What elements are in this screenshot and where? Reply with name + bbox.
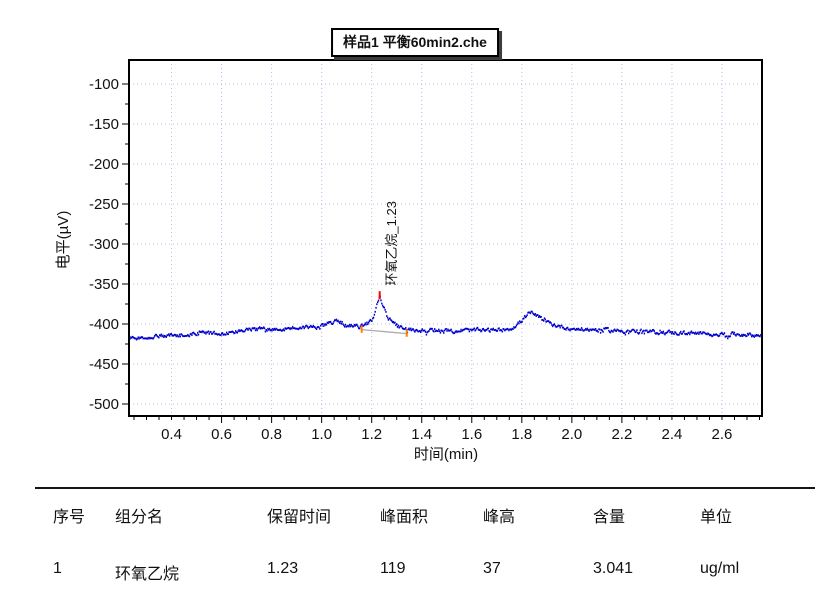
col-header-peak-height: 峰高 — [483, 509, 516, 526]
row-index: 1 — [53, 560, 62, 577]
row-unit: ug/ml — [700, 560, 740, 577]
row-retention-time: 1.23 — [267, 560, 299, 577]
col-header-retention-time: 保留时间 — [267, 509, 332, 526]
svg-text:2.2: 2.2 — [611, 426, 632, 443]
col-header-peak-area: 峰面积 — [380, 509, 429, 526]
svg-text:-150: -150 — [89, 116, 119, 133]
row-peak-area: 119 — [380, 560, 406, 577]
svg-text:-300: -300 — [89, 236, 119, 253]
svg-text:1.4: 1.4 — [411, 426, 432, 443]
svg-text:2.6: 2.6 — [712, 426, 733, 443]
svg-text:1.6: 1.6 — [461, 426, 482, 443]
row-peak-height: 37 — [483, 560, 501, 577]
svg-text:1.8: 1.8 — [511, 426, 532, 443]
peak-label: 环氧乙烷_1.23 — [384, 201, 399, 286]
svg-text:-400: -400 — [89, 316, 119, 333]
svg-text:0.4: 0.4 — [161, 426, 182, 443]
peak-annotations: 环氧乙烷_1.23 — [360, 201, 408, 337]
row-content: 3.041 — [593, 560, 634, 577]
y-axis-title: 电平(µV) — [55, 211, 72, 270]
results-table: 序号 组分名 保留时间 峰面积 峰高 含量 单位 1 环氧乙烷 1.23 119… — [53, 496, 816, 584]
sample-title: 样品1 平衡60min2.che — [343, 34, 487, 50]
tick-labels: 0.4 0.6 0.8 1.0 1.2 1.4 1.6 1.8 2.0 2.2 2.4 2.6 -500… — [89, 76, 732, 443]
svg-text:0.6: 0.6 — [211, 426, 232, 443]
col-header-component: 组分名 — [115, 509, 164, 526]
x-axis-title: 时间(min) — [414, 446, 478, 463]
svg-text:1.0: 1.0 — [311, 426, 332, 443]
svg-text:1.2: 1.2 — [361, 426, 382, 443]
trace-dots — [129, 295, 762, 341]
axis-frame-and-ticks — [122, 59, 763, 423]
svg-text:-500: -500 — [89, 396, 119, 413]
svg-text:2.0: 2.0 — [561, 426, 582, 443]
col-header-content: 含量 — [593, 509, 626, 526]
chromatogram-plot[interactable]: 环氧乙烷_1.23 0.4 0.6 0.8 1.0 1.2 1.4 1.6 1.8 2.0 2.2… — [0, 0, 830, 480]
svg-text:-350: -350 — [89, 276, 119, 293]
svg-text:-250: -250 — [89, 196, 119, 213]
col-header-index: 序号 — [53, 509, 86, 526]
grid-lines — [129, 60, 762, 416]
results-table-top-rule — [35, 487, 815, 489]
svg-text:-100: -100 — [89, 76, 119, 93]
col-header-unit: 单位 — [700, 509, 733, 526]
row-component: 环氧乙烷 — [115, 566, 180, 583]
sample-title-box: 样品1 平衡60min2.che — [331, 28, 499, 57]
svg-text:2.4: 2.4 — [661, 426, 682, 443]
svg-text:0.8: 0.8 — [261, 426, 282, 443]
svg-text:-450: -450 — [89, 356, 119, 373]
svg-text:-200: -200 — [89, 156, 119, 173]
